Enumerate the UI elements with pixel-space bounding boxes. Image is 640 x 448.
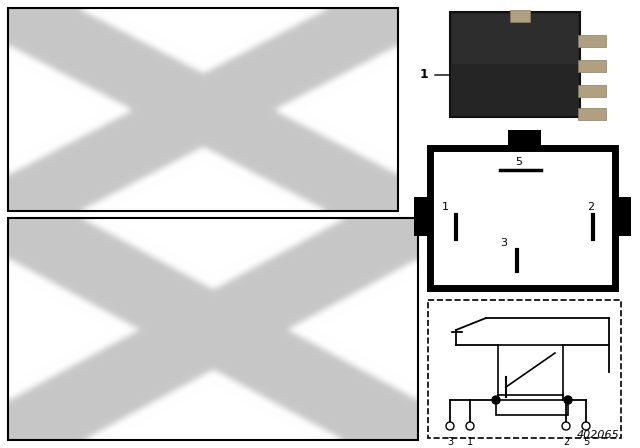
Bar xyxy=(430,148,615,288)
Text: 1: 1 xyxy=(419,69,428,82)
Text: 5: 5 xyxy=(583,437,589,447)
Bar xyxy=(450,12,580,117)
Circle shape xyxy=(492,396,500,404)
Text: 1: 1 xyxy=(467,437,473,447)
Bar xyxy=(414,197,430,236)
Text: 402065: 402065 xyxy=(577,430,620,440)
Bar xyxy=(578,60,606,72)
Text: 2: 2 xyxy=(563,437,569,447)
Bar xyxy=(578,85,606,97)
Circle shape xyxy=(466,422,474,430)
Text: 2: 2 xyxy=(587,202,594,212)
Circle shape xyxy=(446,422,454,430)
Bar xyxy=(496,400,568,415)
Bar xyxy=(578,35,606,47)
Circle shape xyxy=(562,422,570,430)
Bar xyxy=(8,8,398,211)
Circle shape xyxy=(564,396,572,404)
Bar xyxy=(615,197,631,236)
Bar xyxy=(508,130,541,148)
Text: 3: 3 xyxy=(447,437,453,447)
Text: 5: 5 xyxy=(515,157,522,167)
Text: 1: 1 xyxy=(442,202,449,212)
Bar xyxy=(8,218,418,440)
Text: 3: 3 xyxy=(500,238,508,248)
Bar xyxy=(578,108,606,120)
Bar xyxy=(510,10,530,22)
Bar xyxy=(428,300,621,438)
Bar xyxy=(452,14,578,64)
Circle shape xyxy=(582,422,590,430)
Bar xyxy=(498,345,563,395)
